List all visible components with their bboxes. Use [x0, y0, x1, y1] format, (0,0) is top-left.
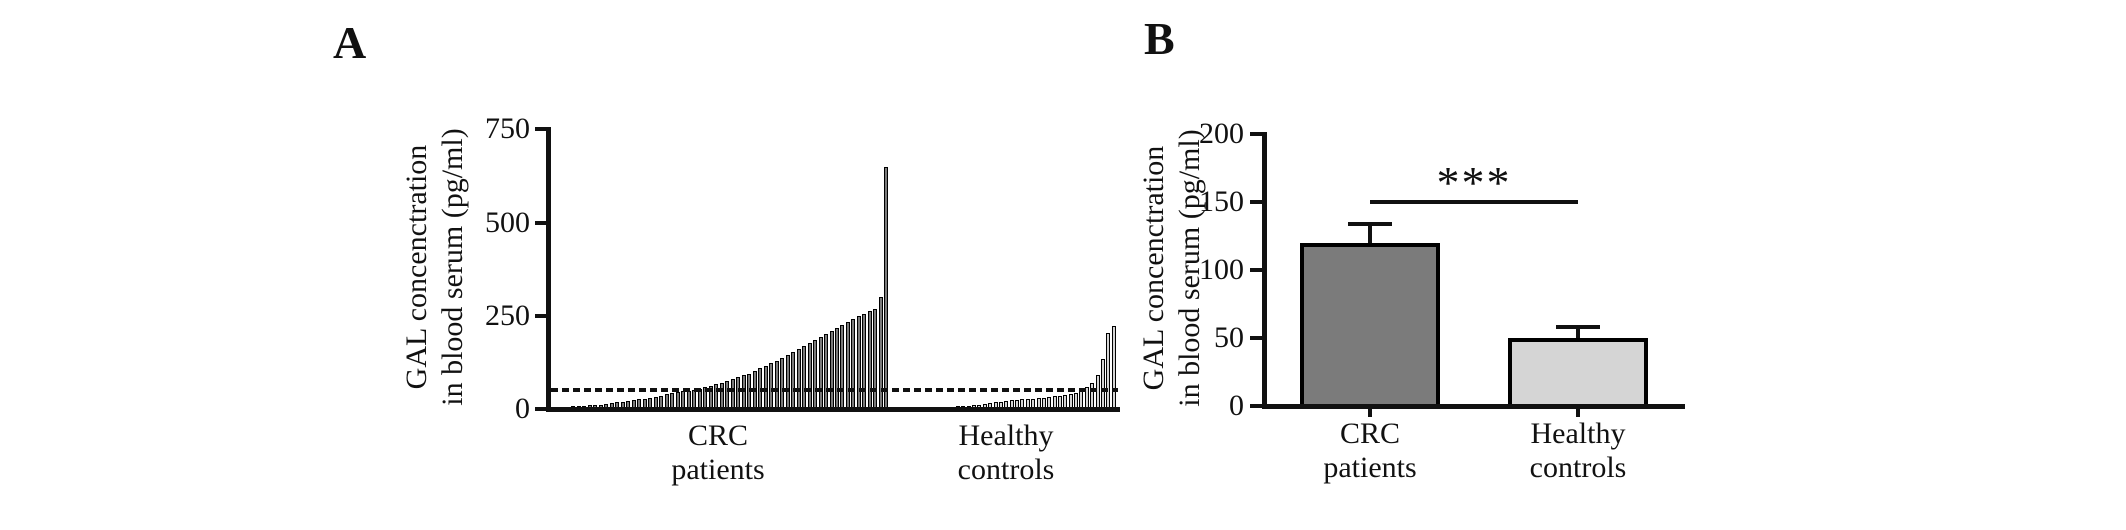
panel-b-y-tick [1250, 200, 1263, 204]
panel-a-subject-bar [873, 309, 877, 411]
panel-a-subject-bar [1101, 359, 1105, 411]
panel-b-x-axis-line [1262, 404, 1685, 409]
panel-b-error-bar-cap [1348, 222, 1392, 226]
panel-a-y-axis-line [546, 127, 551, 412]
panel-a-subject-bar [857, 316, 861, 411]
panel-a-group-label-healthy-line2: controls [957, 453, 1055, 486]
panel-b-significance-line [1370, 200, 1578, 204]
panel-b-y-tick [1250, 132, 1263, 136]
panel-a-subject-bar [736, 377, 740, 411]
panel-a-y-tick-label: 0 [515, 392, 530, 425]
panel-b-error-bar-cap [1556, 325, 1600, 329]
panel-a-subject-bar [830, 331, 834, 411]
panel-a-group-label-crc: CRC patients [608, 419, 828, 487]
panel-a-subject-bar [824, 334, 828, 411]
panel-b-y-tick-label: 200 [1199, 117, 1244, 150]
panel-a-subject-bar [802, 346, 806, 411]
panel-a-y-axis-title: GAL concenctration in blood serum (pg/ml… [399, 0, 471, 530]
panel-a-subject-bar [1112, 326, 1116, 411]
panel-a-subject-bar [819, 337, 823, 411]
panel-a-letter: A [333, 17, 367, 68]
panel-b-y-tick [1250, 336, 1263, 340]
panel-b-y-tick-label: 0 [1229, 389, 1244, 422]
panel-b-category-label-crc-line1: CRC [1339, 417, 1401, 450]
panel-a-y-axis-title-line2: in blood serum (pg/ml) [436, 128, 469, 406]
panel-b-x-tick [1368, 409, 1372, 417]
panel-a-y-tick-label: 750 [485, 112, 530, 145]
panel-a-y-tick-label: 500 [485, 206, 530, 239]
panel-a-y-tick [535, 407, 548, 411]
panel-a-subject-bar [840, 325, 844, 411]
panel-a-x-axis-line [546, 407, 1120, 412]
panel-b-y-tick-label: 50 [1214, 321, 1244, 354]
panel-b-category-label-healthy-line2: controls [1529, 451, 1627, 484]
panel-a-y-tick-label: 250 [485, 299, 530, 332]
panel-a-subject-bar [775, 361, 779, 411]
panel-a-subject-bar [1106, 333, 1110, 411]
panel-b-y-tick [1250, 404, 1263, 408]
panel-b-mean-bar [1300, 243, 1440, 408]
panel-a-y-tick [535, 127, 548, 131]
panel-b-error-bar-stem [1576, 327, 1580, 338]
panel-b-y-axis-line [1262, 132, 1267, 409]
panel-a-group-label-crc-line1: CRC [687, 419, 749, 452]
panel-a-subject-bar [884, 167, 888, 411]
panel-a-group-label-healthy-line1: Healthy [958, 419, 1054, 452]
panel-b-y-tick-label: 150 [1199, 185, 1244, 218]
panel-a-group-label-crc-line2: patients [671, 453, 765, 486]
panel-a-subject-bar [786, 355, 790, 411]
panel-a-subject-bar [747, 374, 751, 411]
panel-a-subject-bar [742, 375, 746, 411]
panel-b-x-tick [1576, 409, 1580, 417]
panel-a-subject-bar [835, 328, 839, 411]
panel-b-category-label-healthy: Healthy controls [1468, 417, 1688, 485]
panel-a-subject-bar [769, 363, 773, 411]
panel-a-subject-bar [1096, 375, 1100, 411]
panel-b-y-tick [1250, 268, 1263, 272]
panel-a-subject-bar [862, 314, 866, 411]
significance-stars-label: *** [1436, 157, 1512, 208]
panel-a-cutoff-dashed-line [551, 388, 1118, 392]
panel-b-y-tick-label: 100 [1199, 253, 1244, 286]
panel-a-subject-bar [791, 352, 795, 411]
panel-b-category-label-crc: CRC patients [1260, 417, 1480, 485]
panel-a-subject-bar [851, 319, 855, 411]
panel-a-subject-bar [808, 343, 812, 411]
panel-a-group-label-healthy: Healthy controls [896, 419, 1116, 487]
panel-b-mean-bar [1508, 338, 1648, 408]
panel-a-y-tick [535, 221, 548, 225]
panel-a-y-axis-title-line1: GAL concenctration [400, 144, 433, 390]
panel-a-subject-bar [846, 322, 850, 411]
panel-a-subject-bar [797, 349, 801, 411]
panel-a-subject-bar [813, 340, 817, 411]
panel-b-letter: B [1144, 13, 1175, 64]
panel-a-subject-bar [780, 358, 784, 411]
panel-b-category-label-healthy-line1: Healthy [1530, 417, 1626, 450]
panel-a-subject-bar [868, 311, 872, 411]
panel-a-subject-bar [879, 297, 883, 411]
panel-a-y-tick [535, 314, 548, 318]
panel-b-category-label-crc-line2: patients [1323, 451, 1417, 484]
panel-b-error-bar-stem [1368, 224, 1372, 243]
